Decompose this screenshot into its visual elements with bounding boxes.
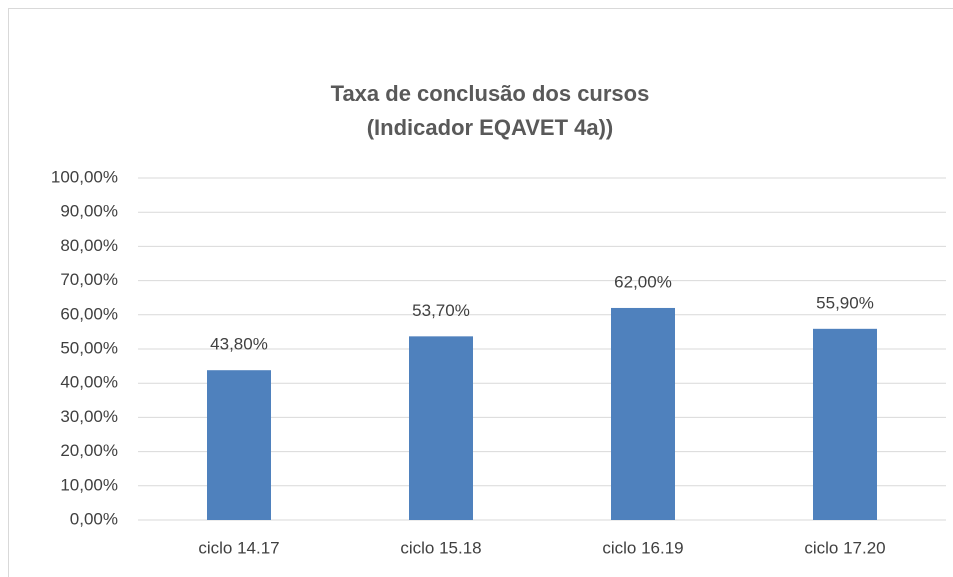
data-label: 62,00% — [614, 272, 672, 291]
y-tick-label: 40,00% — [60, 373, 118, 392]
x-tick-label: ciclo 17.20 — [804, 538, 885, 557]
y-tick-label: 60,00% — [60, 304, 118, 323]
y-tick-label: 10,00% — [60, 475, 118, 494]
y-tick-label: 0,00% — [70, 509, 118, 528]
y-tick-label: 100,00% — [51, 167, 118, 186]
x-tick-label: ciclo 16.19 — [602, 538, 683, 557]
data-label: 43,80% — [210, 335, 268, 354]
y-tick-label: 90,00% — [60, 202, 118, 221]
y-tick-label: 70,00% — [60, 270, 118, 289]
chart-title: (Indicador EQAVET 4a)) — [367, 115, 614, 140]
x-tick-label: ciclo 14.17 — [198, 538, 279, 557]
bar — [813, 328, 877, 520]
data-label: 55,90% — [816, 293, 874, 312]
y-tick-label: 30,00% — [60, 407, 118, 426]
bar — [207, 370, 271, 520]
chart-border — [8, 8, 953, 577]
y-tick-label: 20,00% — [60, 441, 118, 460]
bar — [611, 307, 675, 520]
bar — [409, 336, 473, 520]
x-tick-label: ciclo 15.18 — [400, 538, 481, 557]
data-label: 53,70% — [412, 301, 470, 320]
chart-title: Taxa de conclusão dos cursos — [331, 81, 650, 106]
y-tick-label: 80,00% — [60, 236, 118, 255]
y-tick-label: 50,00% — [60, 338, 118, 357]
